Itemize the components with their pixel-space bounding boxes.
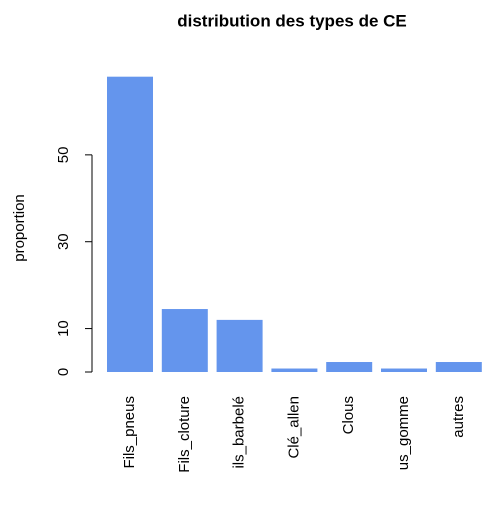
bar <box>107 76 153 372</box>
y-axis-label: proportion <box>11 194 28 262</box>
y-tick-label: 10 <box>55 320 72 337</box>
bar <box>216 319 263 372</box>
y-tick-label: 0 <box>55 368 72 376</box>
bar <box>161 309 208 372</box>
y-tick-label: 30 <box>55 233 72 250</box>
bar <box>326 362 373 372</box>
x-tick-label: Fils_cloture <box>176 396 193 473</box>
x-tick-label: Clé_allen <box>285 396 302 459</box>
bar <box>381 368 427 372</box>
chart-title: distribution des types de CE <box>177 11 407 30</box>
x-tick-label: autres <box>450 396 467 438</box>
x-tick-label: Clous <box>340 396 357 434</box>
x-tick-label: Fils_pneus <box>121 396 138 469</box>
y-tick-label: 50 <box>55 147 72 164</box>
x-tick-label: ils_barbelé <box>231 396 248 469</box>
bar <box>435 362 482 372</box>
bar <box>271 368 318 372</box>
x-tick-label: us_gomme <box>395 396 412 470</box>
